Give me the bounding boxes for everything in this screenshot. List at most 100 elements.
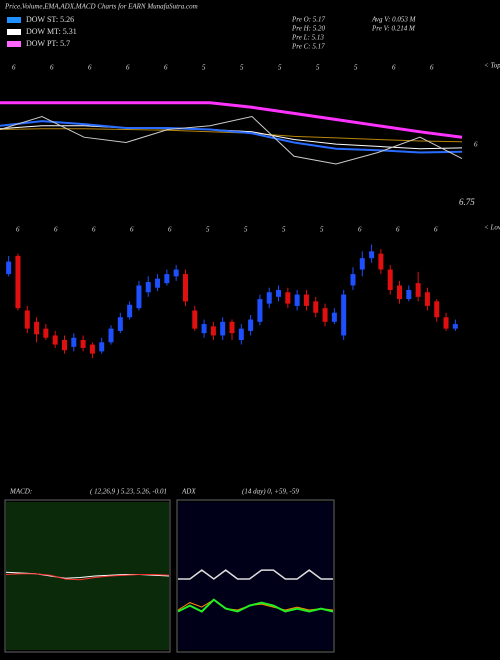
- candle-body: [434, 301, 440, 318]
- candle-body: [6, 261, 12, 275]
- tops-label: < Tops: [484, 62, 500, 70]
- low-marker: 5: [206, 226, 210, 234]
- series-line: [0, 101, 463, 139]
- top-marker: 6: [12, 64, 16, 72]
- series-line: [178, 569, 333, 580]
- top-marker: 6: [88, 64, 92, 72]
- candle-body: [303, 294, 309, 306]
- legend-label: DOW PT: 5.7: [26, 39, 70, 48]
- candle-body: [452, 324, 458, 329]
- price-label: 6: [474, 141, 478, 149]
- top-marker: 5: [354, 64, 358, 72]
- legend-label: DOW MT: 5.31: [26, 27, 77, 36]
- panel-params: (14 day) 0, +59, -59: [242, 488, 299, 496]
- candle-body: [80, 340, 86, 348]
- legend-swatch: [7, 41, 21, 47]
- candle-body: [182, 274, 188, 302]
- candle-body: [350, 274, 356, 286]
- candle-body: [43, 328, 49, 338]
- candle-body: [313, 301, 319, 313]
- series-line: [0, 128, 463, 143]
- stat-label: Pre L: 5.13: [291, 34, 324, 42]
- panel-title: MACD:: [9, 488, 32, 496]
- low-marker: 6: [358, 226, 362, 234]
- candle-body: [201, 324, 207, 334]
- candle-body: [285, 292, 291, 304]
- panel-title: ADX: [181, 488, 196, 496]
- candle-body: [257, 299, 263, 322]
- stat-label: Pre H: 5.20: [291, 25, 325, 33]
- series-line: [0, 120, 463, 154]
- series-line: [5, 573, 170, 581]
- candle-body: [276, 290, 282, 297]
- candle-body: [108, 328, 114, 343]
- candle-body: [52, 335, 58, 345]
- adx-frame: [176, 499, 335, 653]
- chart-title: Price,Volume,EMA,ADX,MACD Charts for EAR…: [4, 3, 198, 11]
- low-marker: 5: [320, 226, 324, 234]
- low-marker: 5: [244, 226, 248, 234]
- candle-body: [397, 285, 403, 300]
- top-marker: 6: [392, 64, 396, 72]
- series-line: [177, 598, 334, 613]
- candle-body: [164, 274, 170, 284]
- candle-body: [155, 278, 161, 288]
- stat-label: Pre C: 5.17: [291, 43, 325, 51]
- top-marker: 5: [240, 64, 244, 72]
- top-marker: 6: [164, 64, 168, 72]
- candle-body: [415, 283, 421, 297]
- top-marker: 5: [316, 64, 320, 72]
- candle-body: [145, 282, 151, 293]
- stat-label: Pre V: 0.214 M: [371, 25, 416, 33]
- candle-body: [34, 321, 40, 335]
- legend-swatch: [7, 29, 21, 35]
- candle-body: [322, 308, 328, 322]
- candle-body: [71, 337, 77, 347]
- candle-body: [220, 321, 226, 336]
- panel-background: [178, 502, 333, 650]
- candle-body: [210, 326, 216, 336]
- stat-label: Avg V: 0.053 M: [371, 16, 417, 24]
- top-marker: 6: [126, 64, 130, 72]
- top-marker: 6: [430, 64, 434, 72]
- candle-body: [192, 310, 198, 329]
- top-marker: 5: [278, 64, 282, 72]
- low-marker: 6: [54, 226, 58, 234]
- candle-body: [369, 251, 375, 259]
- top-marker: 6: [50, 64, 54, 72]
- legend-label: DOW ST: 5.26: [26, 15, 74, 24]
- legend-swatch: [7, 17, 21, 23]
- candle-body: [24, 310, 30, 329]
- macd-frame: [4, 499, 171, 653]
- low-marker: 5: [282, 226, 286, 234]
- candle-body: [229, 321, 235, 334]
- candle-body: [61, 340, 67, 351]
- low-marker: 6: [434, 226, 438, 234]
- candle-body: [387, 269, 393, 290]
- price-label: 6.75: [459, 197, 475, 207]
- candle-body: [378, 253, 384, 270]
- candle-body: [238, 328, 244, 340]
- candle-body: [266, 292, 272, 304]
- panel-params: ( 12,26,9 ) 5.23, 5.26, -0.01: [90, 488, 167, 496]
- candle-body: [331, 312, 337, 322]
- candle-body: [89, 344, 95, 354]
- candle-body: [173, 269, 179, 277]
- candle-body: [15, 255, 21, 309]
- panel-background: [6, 502, 169, 650]
- candle-body: [136, 285, 142, 309]
- candle-body: [117, 317, 123, 331]
- lows-label: < Lows: [484, 224, 500, 232]
- top-marker: 5: [202, 64, 206, 72]
- candle-body: [424, 292, 430, 306]
- candle-body: [359, 258, 365, 270]
- candle-body: [294, 294, 300, 306]
- low-marker: 6: [130, 226, 134, 234]
- low-marker: 6: [396, 226, 400, 234]
- candle-body: [443, 317, 449, 329]
- low-marker: 6: [168, 226, 172, 234]
- candle-body: [248, 319, 254, 331]
- candle-body: [127, 304, 133, 318]
- stat-label: Pre O: 5.17: [291, 16, 325, 24]
